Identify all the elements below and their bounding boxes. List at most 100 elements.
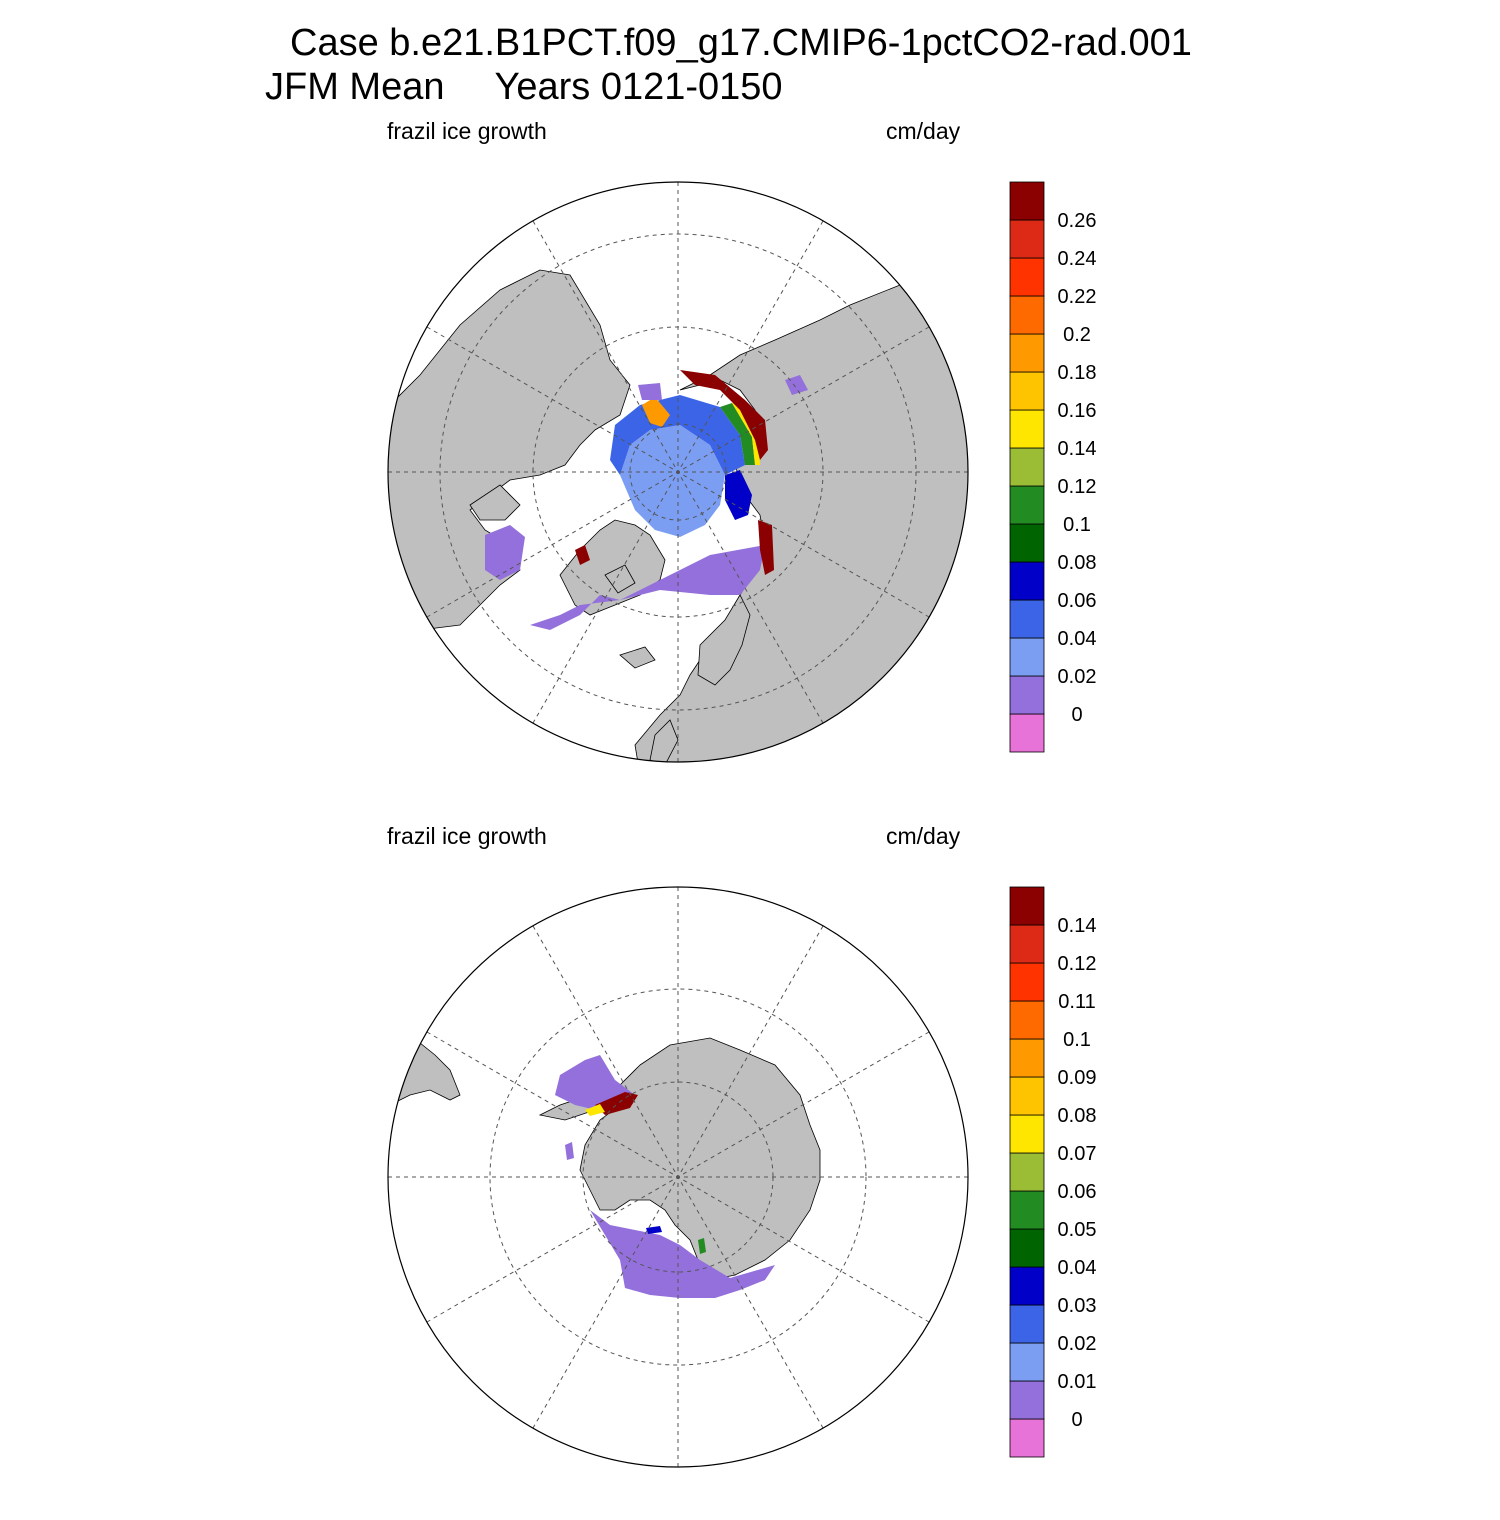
colorbar-swatch — [1009, 962, 1045, 1002]
colorbar-swatch — [1009, 1038, 1045, 1078]
north-colorbar: 0.26 0.24 0.22 0.2 0.18 0.16 0.14 0.12 0.1 0.08 0.… — [1009, 181, 1097, 753]
colorbar-tick-label: 0.04 — [1058, 628, 1097, 650]
colorbar-swatch — [1009, 1418, 1045, 1458]
variable-label: frazil ice growth — [387, 118, 547, 144]
main-title: Case b.e21.B1PCT.f09_g17.CMIP6-1pctCO2-r… — [290, 22, 1192, 64]
land-svalbard — [604, 564, 636, 594]
ice-blue — [610, 395, 745, 475]
colorbar-tick-label: 0.01 — [1058, 1371, 1097, 1393]
colorbar-tick-label: 0.06 — [1058, 1181, 1097, 1203]
ice-purple-okhotsk — [785, 375, 808, 395]
land-hudson-islands — [469, 484, 521, 521]
colorbar-tick-label: 0.09 — [1058, 1067, 1097, 1089]
colorbar-tick-label: 0.03 — [1058, 1295, 1097, 1317]
units-label: cm/day — [886, 118, 961, 144]
colorbar-tick-label: 0.02 — [1058, 666, 1097, 688]
colorbar-tick-label: 0.04 — [1058, 1257, 1097, 1279]
colorbar-swatch — [1009, 371, 1045, 411]
colorbar-swatch — [1009, 1266, 1045, 1306]
colorbar-tick-label: 0.2 — [1063, 324, 1091, 346]
ice-green-ross — [698, 1238, 706, 1254]
colorbar-tick-label: 0.08 — [1058, 552, 1097, 574]
colorbar-swatch — [1009, 1152, 1045, 1192]
colorbar-tick-label: 0.12 — [1058, 476, 1097, 498]
variable-label: frazil ice growth — [387, 823, 547, 849]
map-border — [387, 181, 969, 763]
ice-red-barents — [680, 370, 768, 460]
colorbar-tick-label: 0.06 — [1058, 590, 1097, 612]
map-border — [387, 886, 969, 1468]
colorbar-tick-label: 0.14 — [1058, 915, 1097, 937]
land-scandinavia — [697, 594, 751, 686]
ice-red-weddell-edge — [595, 1092, 638, 1115]
colorbar-swatch — [1009, 1076, 1045, 1116]
colorbar-swatch — [1009, 333, 1045, 373]
colorbar-tick-label: 0.16 — [1058, 400, 1097, 422]
colorbar-swatch — [1009, 713, 1045, 753]
ice-purple-sliver — [565, 1142, 574, 1160]
season-label: JFM Mean — [265, 66, 445, 108]
ice-lightblue — [620, 425, 725, 537]
colorbar-swatch — [1009, 1304, 1045, 1344]
units-label: cm/day — [886, 823, 961, 849]
colorbar-tick-label: 0.08 — [1058, 1105, 1097, 1127]
colorbar-swatch — [1009, 485, 1045, 525]
ice-red-baffin — [575, 545, 590, 565]
north-polar-map — [387, 181, 969, 763]
ice-red-kara — [758, 520, 774, 575]
graticule — [388, 887, 968, 1467]
colorbar-swatch — [1009, 1342, 1045, 1382]
colorbar-swatch — [1009, 181, 1045, 221]
colorbar-swatch — [1009, 1000, 1045, 1040]
ice-darkblue — [725, 470, 752, 520]
colorbar-tick-label: 0.02 — [1058, 1333, 1097, 1355]
ice-green-band — [720, 403, 755, 465]
colorbar-tick-label: 0.24 — [1058, 248, 1097, 270]
colorbar-tick-label: 0 — [1071, 704, 1082, 726]
north-panel: frazil ice growth cm/day — [0, 110, 1500, 815]
colorbar-swatch — [1009, 1380, 1045, 1420]
years-label: Years 0121-0150 — [494, 66, 783, 108]
ice-purple-ross — [590, 1210, 775, 1298]
south-polar-map — [387, 886, 969, 1468]
land-north-america — [388, 269, 631, 636]
ice-low-purple-hudson — [485, 525, 525, 580]
colorbar-tick-label: 0.07 — [1058, 1143, 1097, 1165]
colorbar-tick-label: 0.22 — [1058, 286, 1097, 308]
colorbar-tick-label: 0.14 — [1058, 438, 1097, 460]
ice-yellow-weddell-edge — [585, 1104, 605, 1116]
colorbar-tick-label: 0.05 — [1058, 1219, 1097, 1241]
ice-purple-bering — [638, 383, 662, 400]
colorbar-swatch — [1009, 447, 1045, 487]
colorbar-swatch — [1009, 257, 1045, 297]
colorbar-tick-label: 0.26 — [1058, 210, 1097, 232]
colorbar-swatch — [1009, 1228, 1045, 1268]
colorbar-swatch — [1009, 886, 1045, 926]
ice-orange-edge — [642, 397, 670, 427]
colorbar-tick-label: 0.18 — [1058, 362, 1097, 384]
colorbar-swatch — [1009, 637, 1045, 677]
colorbar-tick-label: 0.12 — [1058, 953, 1097, 975]
colorbar-swatch — [1009, 1190, 1045, 1230]
colorbar-swatch — [1009, 1114, 1045, 1154]
colorbar-swatch — [1009, 561, 1045, 601]
land-british-isles — [649, 719, 679, 762]
colorbar-swatch — [1009, 219, 1045, 259]
land-iceland — [619, 646, 656, 669]
ice-blue-ross — [646, 1226, 662, 1234]
colorbar-swatch — [1009, 924, 1045, 964]
south-panel: frazil ice growth cm/day — [0, 815, 1500, 1520]
south-colorbar: 0.14 0.12 0.11 0.1 0.09 0.08 0.07 0.06 0.05 0.04 0… — [1009, 886, 1097, 1458]
colorbar-swatch — [1009, 523, 1045, 563]
colorbar-tick-label: 0.11 — [1058, 991, 1095, 1013]
colorbar-swatch — [1009, 599, 1045, 639]
colorbar-tick-label: 0.1 — [1063, 1029, 1091, 1051]
colorbar-swatch — [1009, 675, 1045, 715]
ice-low-purple — [530, 545, 765, 630]
colorbar-tick-label: 0.1 — [1063, 514, 1091, 536]
colorbar-swatch — [1009, 295, 1045, 335]
colorbar-tick-label: 0 — [1071, 1409, 1082, 1431]
subtitle: JFM Mean Years 0121-0150 — [265, 68, 783, 106]
colorbar-swatch — [1009, 409, 1045, 449]
graticule — [388, 182, 968, 762]
